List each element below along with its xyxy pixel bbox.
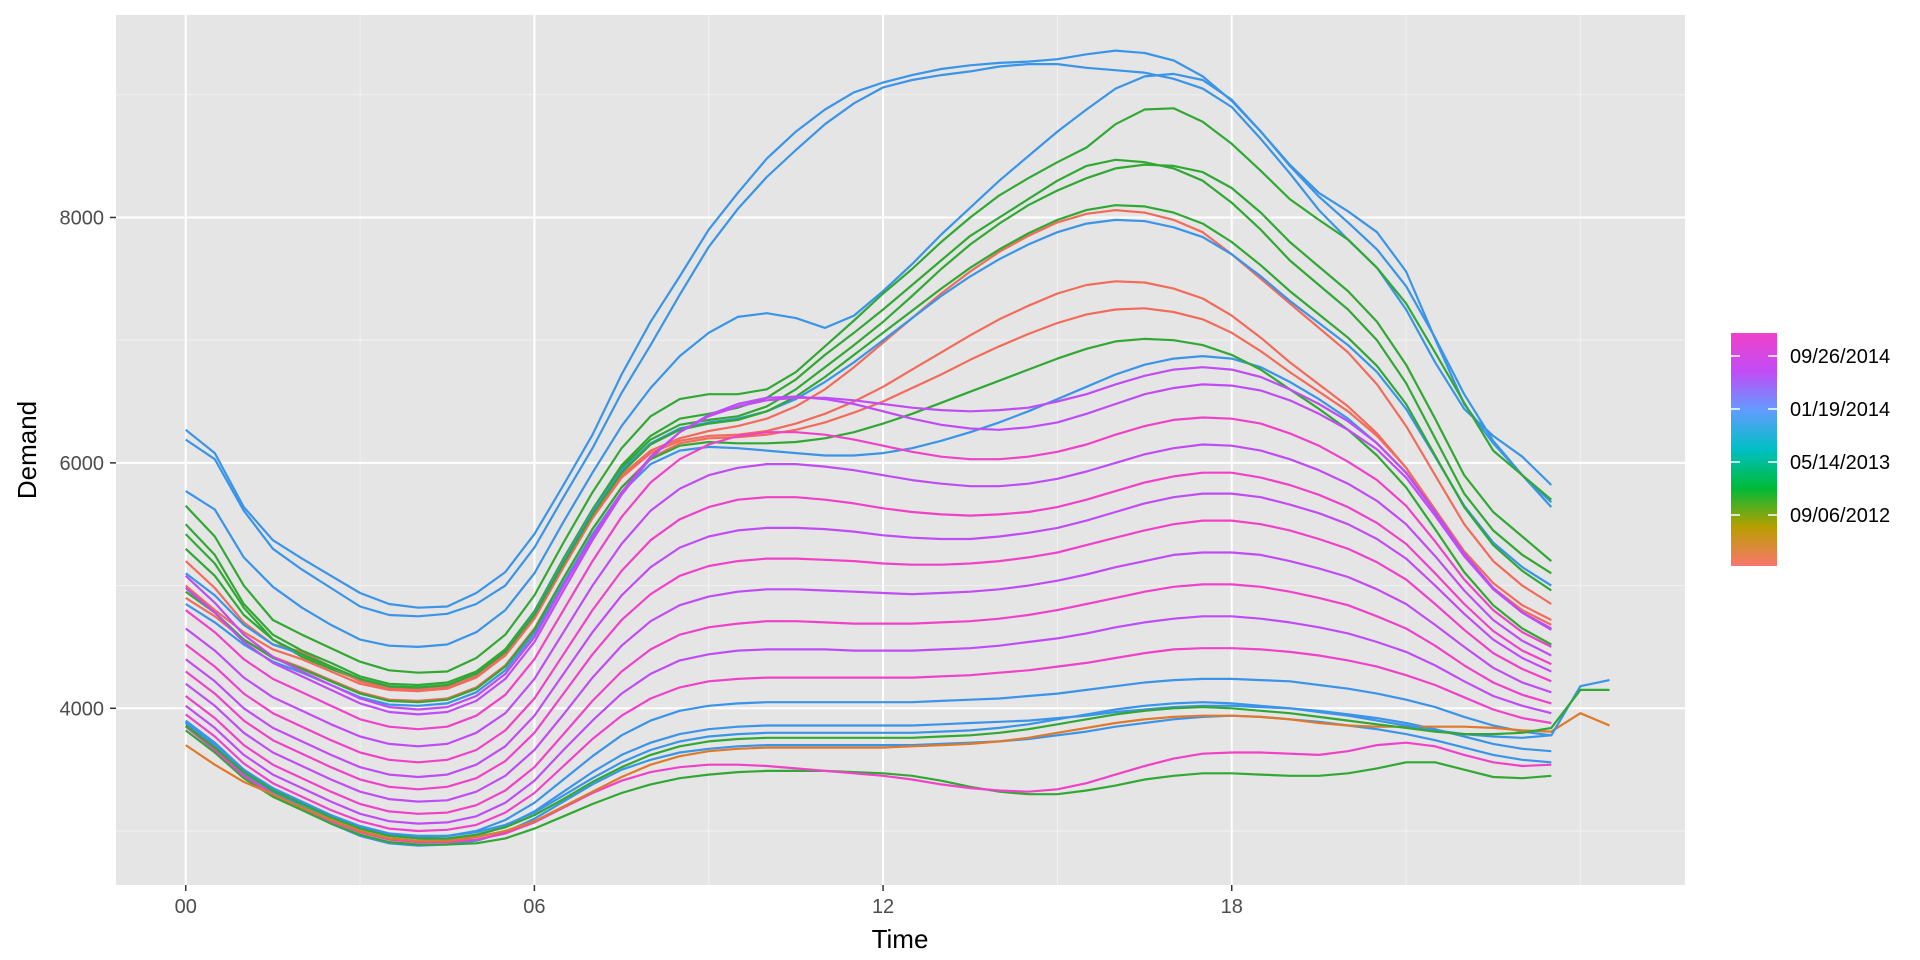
x-tick-label: 00 (175, 896, 197, 918)
x-axis: 00 06 12 18 (175, 885, 1243, 918)
legend-label: 01/19/2014 (1790, 399, 1890, 421)
y-axis: 4000 6000 8000 (60, 207, 117, 720)
x-tick-label: 12 (872, 896, 894, 918)
legend-colorbar (1731, 333, 1777, 566)
legend-label: 05/14/2013 (1790, 452, 1890, 474)
y-tick-label: 8000 (60, 207, 105, 229)
color-legend: 09/26/2014 01/19/2014 05/14/2013 09/06/2… (1731, 333, 1890, 566)
x-tick-label: 18 (1221, 896, 1243, 918)
y-tick-label: 6000 (60, 453, 105, 475)
x-tick-label: 06 (523, 896, 545, 918)
legend-label: 09/06/2012 (1790, 505, 1890, 527)
x-axis-title: Time (872, 924, 929, 954)
y-tick-label: 4000 (60, 698, 105, 720)
y-axis-title: Demand (12, 401, 42, 499)
legend-label: 09/26/2014 (1790, 346, 1890, 368)
